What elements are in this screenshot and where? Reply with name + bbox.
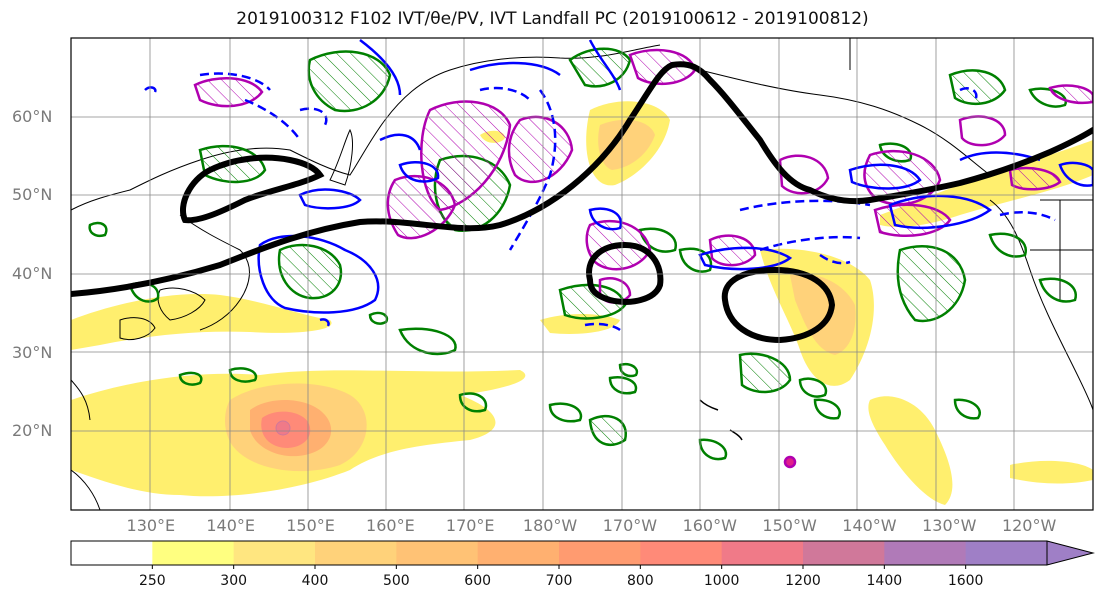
blue-dashed-contours (199, 72, 1056, 332)
map-frame (70, 37, 1094, 511)
ivt-shading (71, 101, 1093, 505)
colorbar-segment (803, 541, 885, 565)
colorbar-tick-label: 800 (626, 573, 654, 589)
gridlines (71, 38, 1093, 510)
ivt-black-contours (71, 61, 1093, 344)
colorbar-tick-label: 250 (138, 573, 166, 589)
lon-label: 150°W (762, 516, 817, 535)
ivt-colorbar (70, 540, 1095, 569)
colorbar-segment (965, 541, 1048, 565)
lon-label: 130°W (922, 516, 977, 535)
colorbar-extend-arrow (1046, 540, 1095, 566)
magenta-pv-contours (193, 48, 1093, 469)
lon-label: 120°W (1001, 516, 1057, 535)
green-contours (88, 87, 1077, 461)
colorbar-tick-label: 600 (464, 573, 492, 589)
colorbar-segment (640, 541, 723, 565)
lon-label: 130°E (126, 516, 176, 535)
colorbar-tick-label: 700 (545, 573, 573, 589)
colorbar-tick-label: 300 (220, 573, 248, 589)
colorbar-segment (477, 541, 560, 565)
lon-label: 150°E (286, 516, 335, 535)
colorbar-segment (559, 541, 641, 565)
colorbar-segment (152, 541, 235, 565)
colorbar-tick-label: 400 (301, 573, 329, 589)
lon-label: 160°W (682, 516, 737, 535)
colorbar-segment (884, 541, 967, 565)
colorbar-tick-label: 1000 (703, 573, 740, 589)
lon-label: 160°E (366, 516, 415, 535)
lon-label: 170°W (602, 516, 658, 535)
blue-theta-e-contours (144, 39, 1093, 327)
colorbar-tick-label: 1400 (866, 573, 903, 589)
colorbar-segment (233, 541, 316, 565)
lat-label: 60°N (12, 106, 53, 126)
colorbar-segment (315, 541, 397, 565)
lat-label: 50°N (12, 185, 53, 205)
lon-label: 180°W (522, 516, 578, 535)
lat-label: 20°N (12, 421, 53, 441)
lat-label: 30°N (12, 342, 53, 362)
lat-label: 40°N (12, 264, 53, 283)
colorbar-segment (721, 541, 804, 565)
lon-label: 140°E (206, 516, 256, 535)
colorbar-tick-label: 1200 (785, 573, 821, 589)
lon-label: 140°W (842, 516, 897, 535)
colorbar-segment (71, 541, 153, 565)
coastlines (71, 38, 1093, 510)
colorbar-segment (396, 541, 479, 565)
colorbar-tick-label: 500 (382, 573, 410, 589)
colorbar-tick-label: 1600 (947, 573, 984, 589)
map-title: 2019100312 F102 IVT/θe/PV, IVT Landfall … (236, 9, 869, 29)
lon-label: 170°E (445, 516, 495, 535)
